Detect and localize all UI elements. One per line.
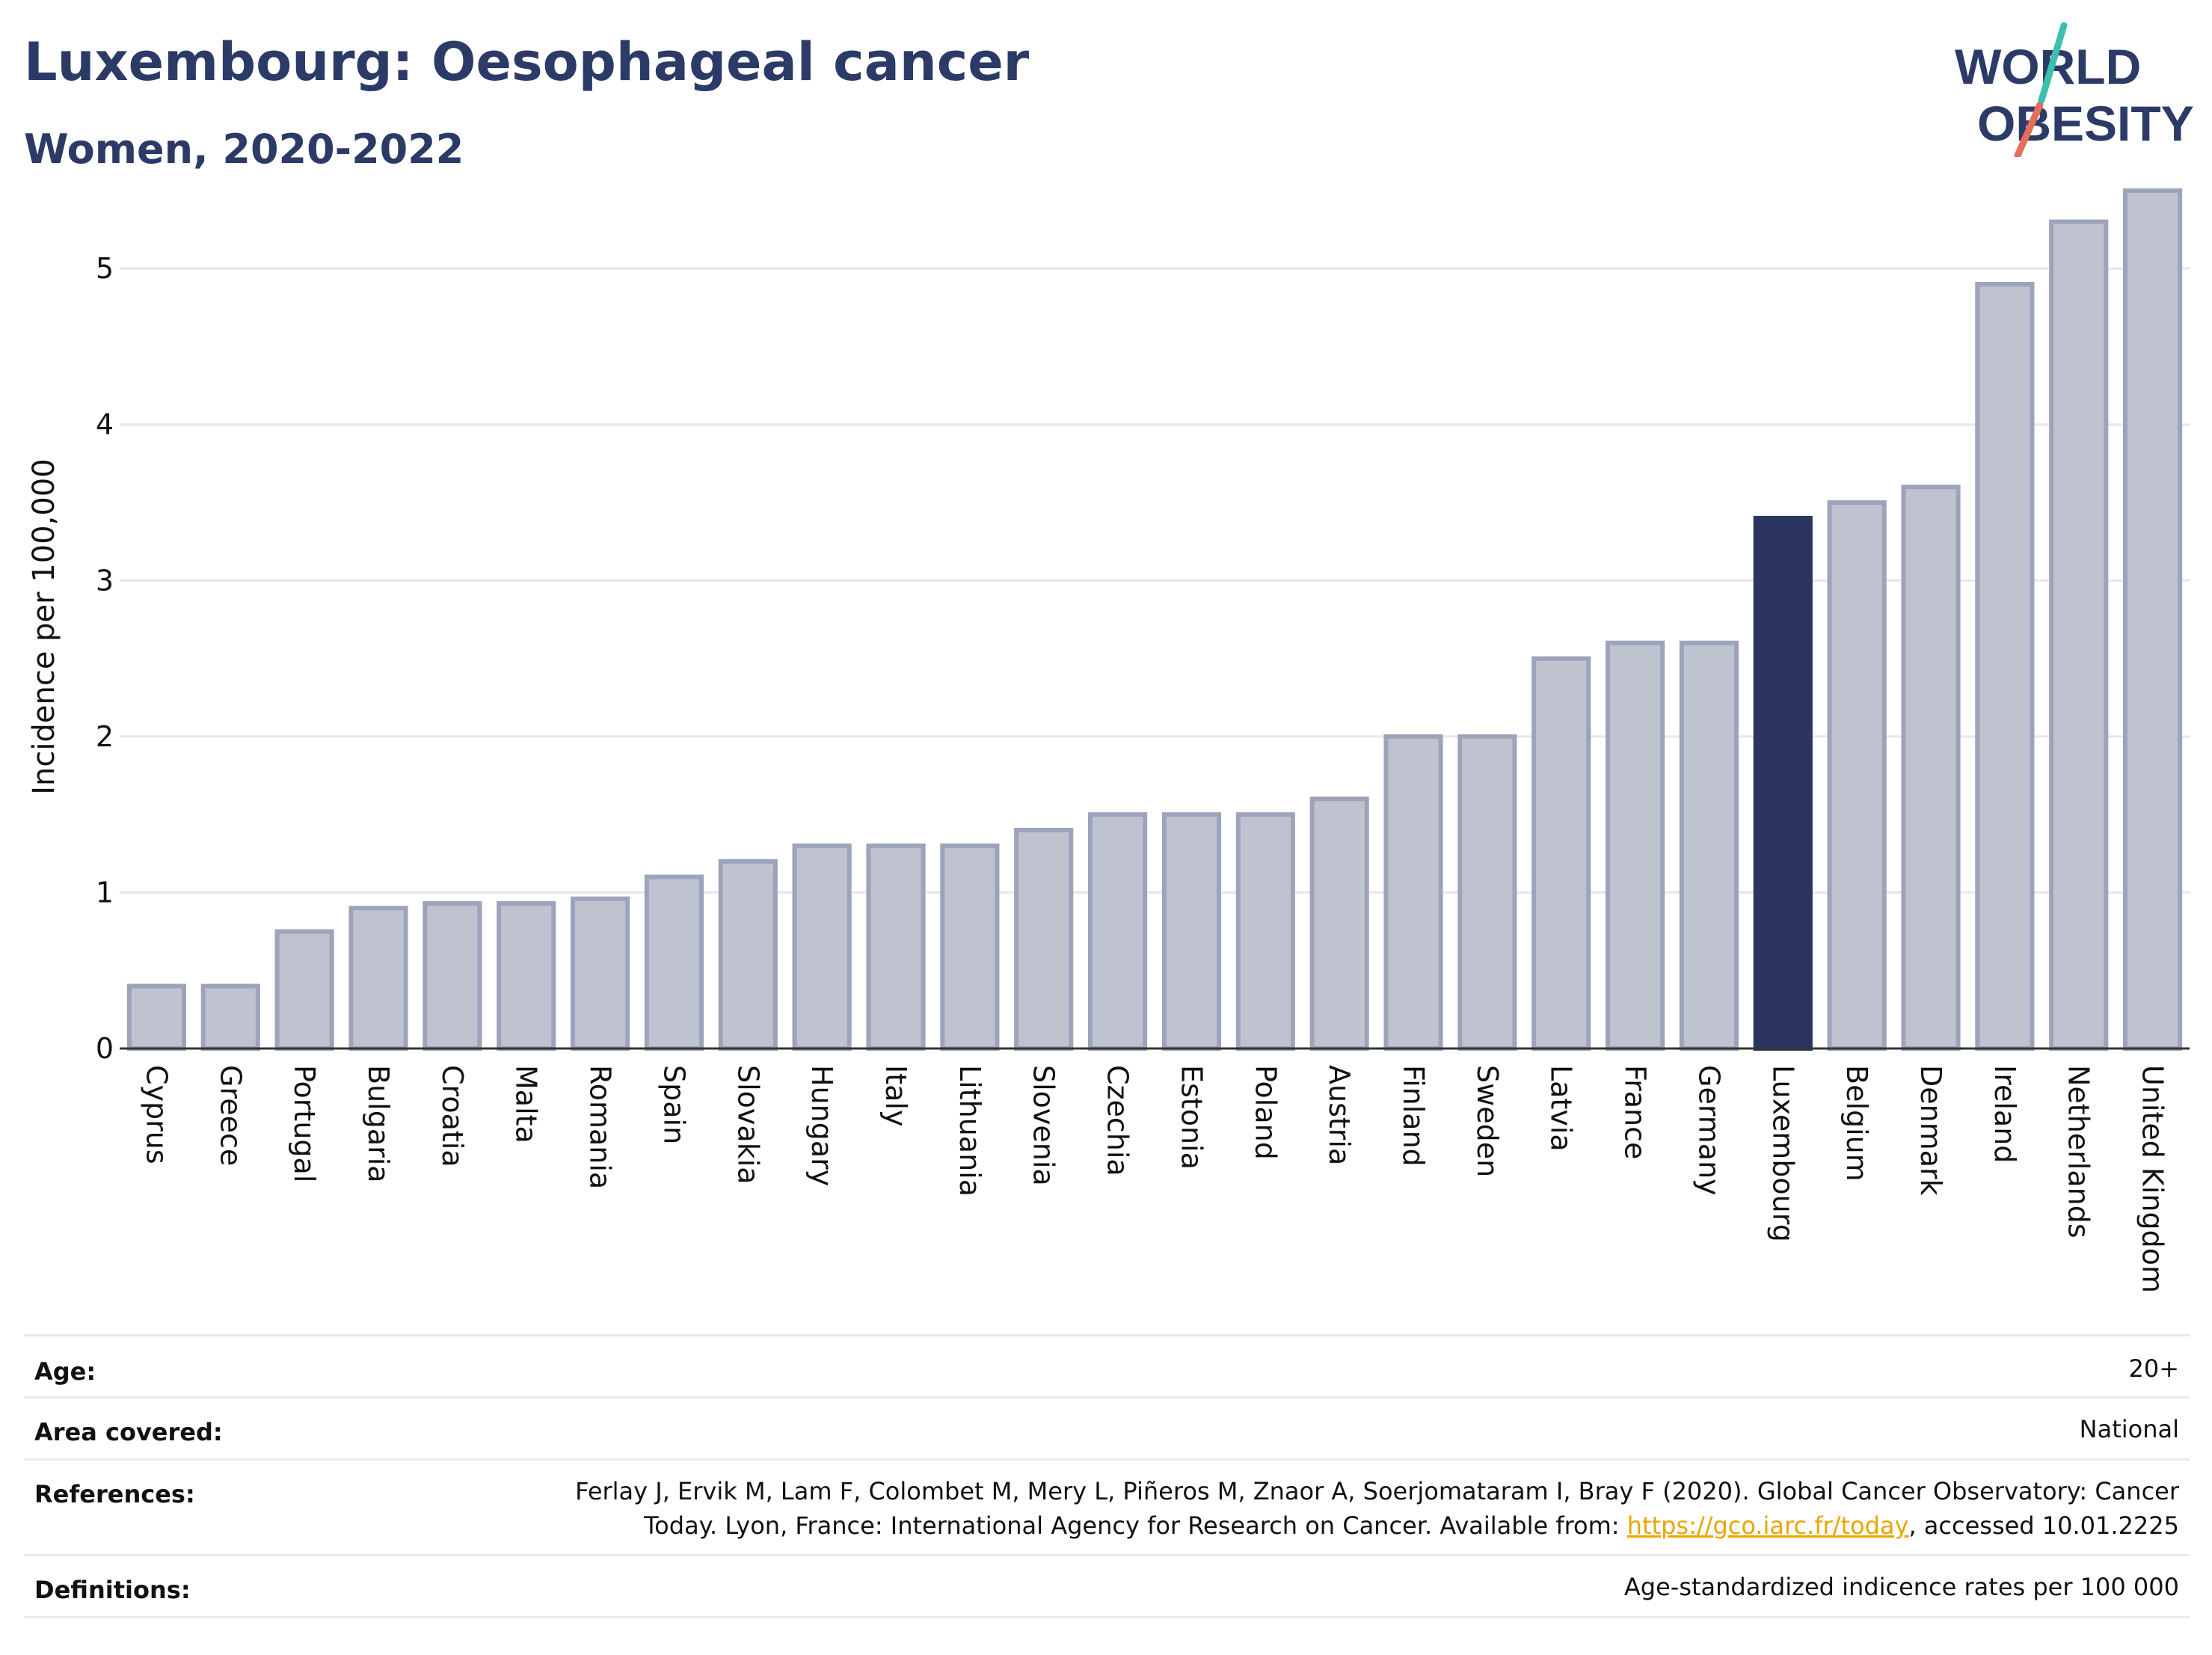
bar-portugal [274, 929, 334, 1051]
x-tick-label: Luxembourg [1766, 1065, 1799, 1242]
bar-latvia [1531, 656, 1591, 1051]
bar-ireland [1975, 282, 2035, 1051]
x-tick-label: Bulgaria [362, 1065, 395, 1183]
area-value: National [2079, 1415, 2179, 1443]
bar-luxembourg [1753, 515, 1813, 1051]
info-row-area: Area covered: National [24, 1396, 2190, 1458]
bar-austria [1309, 796, 1369, 1051]
bar-italy [866, 843, 926, 1051]
x-tick-label: Austria [1323, 1065, 1356, 1165]
bar-cyprus [126, 983, 187, 1051]
references-label: References: [34, 1480, 195, 1508]
bar-estonia [1161, 812, 1222, 1051]
definitions-value: Age-standardized indicence rates per 100… [1623, 1573, 2179, 1601]
bar-denmark [1901, 485, 1961, 1051]
bar-croatia [423, 901, 482, 1051]
bar-lithuania [940, 843, 1000, 1051]
info-row-definitions: Definitions: Age-standardized indicence … [24, 1554, 2190, 1618]
x-tick-label: Denmark [1914, 1065, 1947, 1196]
references-link[interactable]: https://gco.iarc.fr/today [1626, 1511, 1909, 1540]
references-text-3: , accessed 10.01.2225 [1908, 1511, 2179, 1540]
x-tick-label: Finland [1397, 1065, 1430, 1167]
bar-malta [497, 901, 556, 1051]
age-label: Age: [34, 1357, 96, 1386]
page-title: Luxembourg: Oesophageal cancer [24, 31, 1030, 93]
x-tick-label: Romania [584, 1065, 617, 1189]
x-tick-label: Slovakia [731, 1065, 764, 1185]
world-obesity-logo: WORLD OBESITY [1955, 22, 2194, 157]
bar-belgium [1827, 500, 1887, 1051]
x-tick-label: Estonia [1175, 1065, 1208, 1170]
bar-finland [1383, 734, 1443, 1051]
x-tick-label: Poland [1249, 1065, 1282, 1160]
area-label: Area covered: [34, 1418, 223, 1446]
x-tick-label: Cyprus [140, 1065, 173, 1164]
y-axis-label: Incidence per 100,000 [27, 458, 61, 795]
age-value: 20+ [2128, 1354, 2179, 1383]
y-tick-label: 1 [96, 876, 114, 909]
bar-netherlands [2049, 219, 2109, 1051]
references-text-1: Ferlay J, Ervik M, Lam F, Colombet M, Me… [575, 1477, 2179, 1505]
y-tick-label: 4 [96, 408, 114, 441]
x-tick-label: France [1619, 1065, 1652, 1159]
x-tick-label: Italy [879, 1065, 912, 1126]
x-tick-label: Czechia [1102, 1065, 1134, 1176]
bar-slovakia [718, 859, 778, 1051]
y-tick-label: 5 [96, 252, 114, 285]
x-tick-label: Croatia [436, 1065, 469, 1167]
bar-bulgaria [348, 906, 408, 1051]
info-row-age: Age: 20+ [24, 1334, 2190, 1396]
bar-sweden [1457, 734, 1517, 1051]
bar-greece [200, 983, 260, 1051]
page-subtitle: Women, 2020-2022 [24, 126, 464, 173]
x-tick-label: Latvia [1545, 1065, 1578, 1152]
logo-line-2: OBESITY [1977, 96, 2194, 151]
x-tick-label: Portugal [288, 1065, 321, 1182]
x-tick-label: Slovenia [1027, 1065, 1060, 1186]
x-tick-label: Spain [657, 1065, 690, 1144]
bar-germany [1679, 640, 1739, 1051]
y-tick-label: 3 [96, 564, 114, 597]
bar-chart: 0 1 2 3 4 5 Cyprus Greece Portugal Bulgaria Croat… [27, 188, 2190, 1293]
y-tick-label: 2 [96, 720, 114, 753]
x-axis-ticks: Cyprus Greece Portugal Bulgaria Croatia Malta… [140, 1065, 2169, 1293]
x-tick-label: Greece [214, 1065, 247, 1166]
bars [126, 188, 2183, 1051]
x-tick-label: Belgium [1840, 1065, 1873, 1182]
bar-spain [644, 874, 704, 1051]
bar-united-kingdom [2122, 188, 2183, 1051]
x-tick-label: Netherlands [2062, 1065, 2095, 1238]
x-tick-label: Lithuania [953, 1065, 986, 1197]
x-tick-label: Ireland [1988, 1065, 2021, 1163]
bar-france [1605, 640, 1665, 1051]
y-tick-label: 0 [96, 1032, 114, 1065]
x-tick-label: Sweden [1471, 1065, 1504, 1177]
bar-poland [1235, 812, 1295, 1051]
info-row-references: References: Ferlay J, Ervik M, Lam F, Co… [24, 1458, 2190, 1554]
y-axis-ticks: 0 1 2 3 4 5 [96, 252, 114, 1065]
references-text-2: Today. Lyon, France: International Agenc… [644, 1511, 1627, 1540]
bar-slovenia [1014, 828, 1074, 1051]
bar-czechia [1087, 812, 1148, 1051]
x-tick-label: Germany [1692, 1065, 1725, 1196]
x-tick-label: United Kingdom [2136, 1065, 2169, 1293]
references-value: Ferlay J, Ervik M, Lam F, Colombet M, Me… [575, 1474, 2179, 1543]
x-tick-label: Hungary [805, 1065, 838, 1186]
definitions-label: Definitions: [34, 1576, 191, 1604]
bar-romania [570, 896, 630, 1051]
info-table: Age: 20+ Area covered: National Referenc… [24, 1334, 2190, 1618]
bar-hungary [792, 843, 852, 1051]
x-tick-label: Malta [510, 1065, 543, 1143]
